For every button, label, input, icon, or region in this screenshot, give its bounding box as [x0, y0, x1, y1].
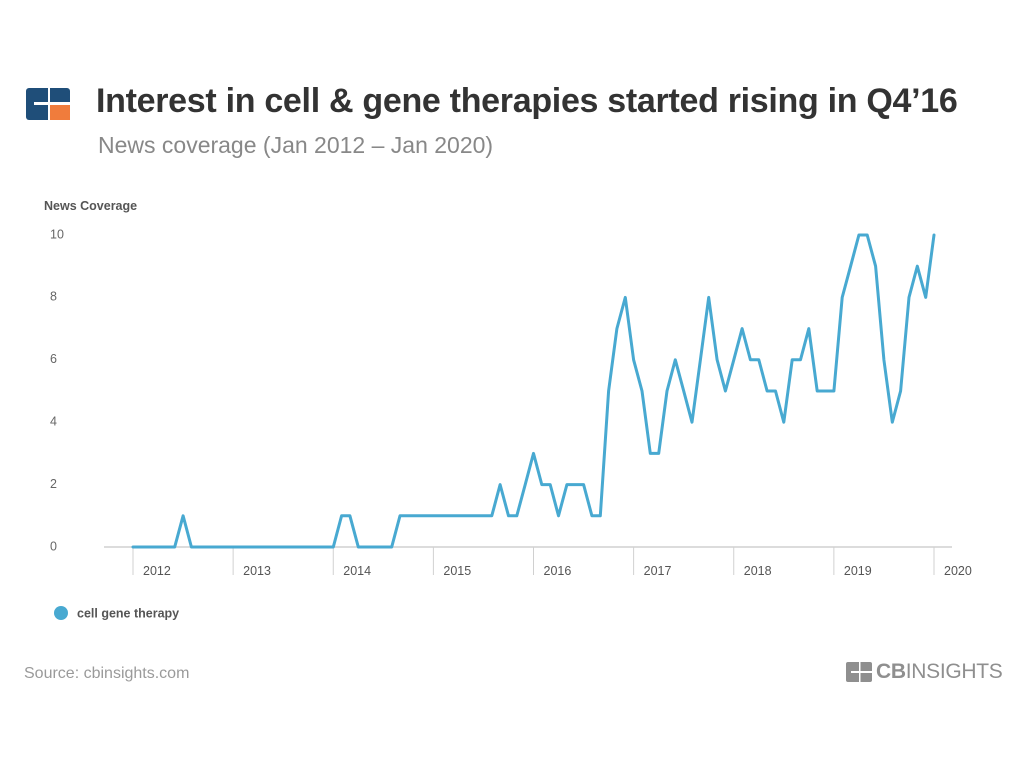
x-tick-label: 2015	[443, 564, 471, 578]
y-tick-label: 6	[50, 352, 57, 366]
x-tick-label: 2018	[744, 564, 772, 578]
chart-title: Interest in cell & gene therapies starte…	[96, 82, 958, 120]
x-tick-label: 2016	[544, 564, 572, 578]
legend-label: cell gene therapy	[77, 607, 179, 621]
y-tick-label: 0	[50, 539, 57, 553]
x-tick-label: 2017	[644, 564, 672, 578]
cb-insights-mark-icon	[846, 662, 872, 682]
chart-subtitle: News coverage (Jan 2012 – Jan 2020)	[98, 132, 494, 158]
x-tick-label: 2020	[944, 564, 972, 578]
x-tick-label: 2013	[243, 564, 271, 578]
brand-wordmark: CBINSIGHTS	[876, 660, 1003, 684]
y-tick-label: 2	[50, 477, 57, 491]
series-line-cell-gene-therapy	[131, 233, 936, 549]
x-tick-label: 2012	[143, 564, 171, 578]
x-tick-label: 2014	[343, 564, 371, 578]
brand-insights: INSIGHTS	[905, 660, 1003, 683]
source-note: Source: cbinsights.com	[24, 665, 190, 682]
cb-insights-brand: CBINSIGHTS	[846, 660, 1003, 684]
y-tick-label: 10	[50, 227, 64, 241]
legend-marker	[54, 606, 68, 620]
y-tick-label: 4	[50, 414, 57, 428]
x-tick-label: 2019	[844, 564, 872, 578]
y-axis-label: News Coverage	[44, 199, 137, 213]
brand-cb: CB	[876, 660, 906, 683]
cb-insights-logo-icon	[26, 88, 70, 120]
y-tick-label: 8	[50, 290, 57, 304]
